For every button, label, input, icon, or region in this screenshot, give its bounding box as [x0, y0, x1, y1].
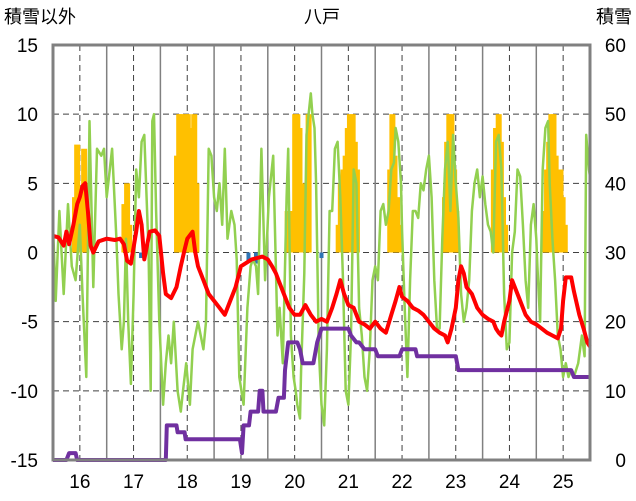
snow_depth-line — [53, 326, 590, 462]
right-tick-label: 50 — [605, 105, 626, 126]
temperature-line — [52, 181, 592, 348]
x-tick-label: 16 — [69, 472, 90, 493]
precip-bar — [246, 252, 251, 261]
snowfall-bar — [193, 183, 200, 253]
left-axis-label: 積雪以外 — [4, 7, 76, 28]
x-tick-label: 20 — [284, 472, 305, 493]
wind-line — [51, 92, 592, 427]
left-tick-label: 10 — [17, 105, 38, 126]
snowfall-bar — [502, 224, 509, 253]
left-tick-label: 0 — [27, 244, 38, 265]
x-tick-label: 17 — [123, 472, 144, 493]
line-series — [51, 92, 592, 462]
snowfall-bar — [396, 224, 403, 253]
x-tick-label: 24 — [499, 472, 521, 493]
snowfall-bar — [300, 197, 307, 253]
left-tick-label: 15 — [17, 36, 38, 57]
precip-bar — [139, 252, 144, 259]
right-tick-label: 0 — [615, 451, 626, 472]
x-tick-label: 19 — [230, 472, 251, 493]
left-tick-label: -5 — [21, 313, 38, 334]
snowfall-bar — [124, 183, 131, 253]
right-tick-label: 30 — [605, 244, 626, 265]
left-tick-label: 5 — [27, 174, 38, 195]
x-tick-label: 21 — [338, 472, 359, 493]
snowfall-bar — [126, 224, 133, 253]
right-tick-label: 20 — [605, 313, 626, 334]
snowfall-bar — [305, 114, 312, 253]
right-tick-label: 60 — [605, 36, 626, 57]
x-tick-label: 25 — [553, 472, 574, 493]
x-tick-label: 22 — [391, 472, 412, 493]
snowfall-bar — [561, 224, 568, 253]
plot-frame — [51, 43, 592, 462]
left-tick-label: -10 — [11, 382, 38, 403]
right-tick-label: 40 — [605, 174, 626, 195]
snowfall-bar — [83, 183, 90, 253]
right-axis-label: 積雪 — [596, 7, 632, 28]
snowfall-bar — [453, 211, 460, 253]
x-tick-label: 18 — [177, 472, 198, 493]
right-tick-label: 10 — [605, 382, 626, 403]
left-tick-label: -15 — [11, 451, 38, 472]
x-tick-label: 23 — [445, 472, 466, 493]
precip-bar — [319, 252, 324, 259]
chart-title: 八戸 — [304, 7, 340, 28]
